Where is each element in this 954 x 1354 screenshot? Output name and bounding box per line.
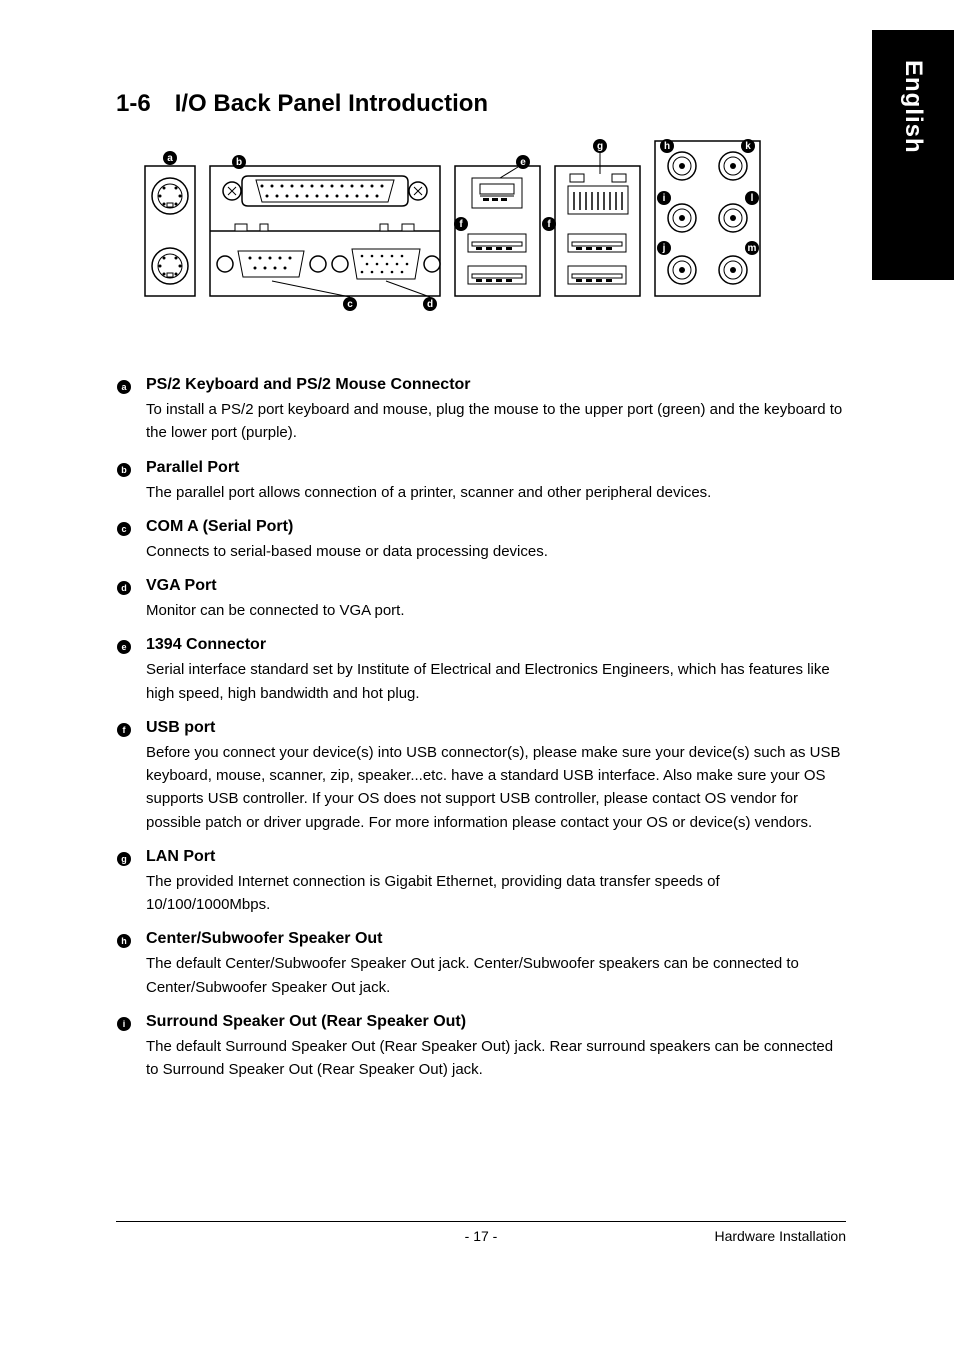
section-item: e 1394 Connector Serial interface standa…: [116, 636, 846, 705]
bullet-icon: h: [116, 933, 132, 949]
svg-text:i: i: [663, 193, 666, 204]
section-desc: The provided Internet connection is Giga…: [146, 870, 846, 917]
svg-text:h: h: [664, 141, 670, 152]
io-panel-diagram: a b c d e f f g h i j k l m: [140, 136, 846, 326]
section-desc: Monitor can be connected to VGA port.: [146, 599, 846, 622]
bullet-icon: i: [116, 1016, 132, 1032]
page-number: - 17 -: [465, 1228, 498, 1244]
section-desc: The parallel port allows connection of a…: [146, 481, 846, 504]
bullet-icon: f: [116, 722, 132, 738]
section-desc: Serial interface standard set by Institu…: [146, 658, 846, 705]
bullet-icon: d: [116, 580, 132, 596]
svg-text:j: j: [662, 243, 666, 254]
svg-text:m: m: [748, 243, 757, 254]
svg-text:k: k: [745, 141, 751, 152]
section-desc: Before you connect your device(s) into U…: [146, 741, 846, 834]
bullet-icon: c: [116, 521, 132, 537]
section-desc: To install a PS/2 port keyboard and mous…: [146, 398, 846, 445]
bullet-icon: a: [116, 379, 132, 395]
section-title: 1394 Connector: [146, 636, 846, 654]
language-side-tab: English: [872, 30, 954, 280]
section-title: LAN Port: [146, 848, 846, 866]
section-title: COM A (Serial Port): [146, 518, 846, 536]
section-title: Center/Subwoofer Speaker Out: [146, 930, 846, 948]
svg-text:i: i: [123, 1019, 126, 1029]
section-title: PS/2 Keyboard and PS/2 Mouse Connector: [146, 376, 846, 394]
section-number: 1-6: [116, 90, 151, 117]
section-item: c COM A (Serial Port) Connects to serial…: [116, 518, 846, 563]
section-item: d VGA Port Monitor can be connected to V…: [116, 577, 846, 622]
section-title: Surround Speaker Out (Rear Speaker Out): [146, 1013, 846, 1031]
svg-text:c: c: [347, 299, 353, 310]
section-item: h Center/Subwoofer Speaker Out The defau…: [116, 930, 846, 999]
svg-text:l: l: [751, 193, 754, 204]
section-title: VGA Port: [146, 577, 846, 595]
section-desc: Connects to serial-based mouse or data p…: [146, 540, 846, 563]
section-item: i Surround Speaker Out (Rear Speaker Out…: [116, 1013, 846, 1082]
svg-text:b: b: [236, 157, 242, 168]
svg-text:b: b: [121, 465, 127, 475]
svg-text:e: e: [121, 642, 126, 652]
page-heading: 1-6 I/O Back Panel Introduction: [116, 90, 846, 118]
section-item: f USB port Before you connect your devic…: [116, 719, 846, 834]
section-desc: The default Surround Speaker Out (Rear S…: [146, 1035, 846, 1082]
side-tab-label: English: [899, 60, 927, 154]
svg-text:d: d: [121, 583, 127, 593]
bullet-icon: e: [116, 639, 132, 655]
page-content: 1-6 I/O Back Panel Introduction: [116, 90, 846, 1095]
footer-section-name: Hardware Installation: [714, 1228, 846, 1244]
bullet-icon: b: [116, 462, 132, 478]
svg-text:g: g: [597, 141, 603, 152]
svg-text:g: g: [121, 854, 127, 864]
section-item: g LAN Port The provided Internet connect…: [116, 848, 846, 917]
svg-text:e: e: [520, 157, 526, 168]
svg-text:d: d: [427, 299, 433, 310]
section-desc: The default Center/Subwoofer Speaker Out…: [146, 952, 846, 999]
page-footer: - 17 - Hardware Installation: [116, 1221, 846, 1244]
section-item: a PS/2 Keyboard and PS/2 Mouse Connector…: [116, 376, 846, 445]
section-title: USB port: [146, 719, 846, 737]
section-title: Parallel Port: [146, 459, 846, 477]
section-item: b Parallel Port The parallel port allows…: [116, 459, 846, 504]
svg-text:a: a: [167, 153, 173, 164]
section-title: I/O Back Panel Introduction: [175, 90, 488, 117]
svg-text:c: c: [121, 524, 126, 534]
section-list: a PS/2 Keyboard and PS/2 Mouse Connector…: [116, 376, 846, 1081]
bullet-icon: g: [116, 851, 132, 867]
svg-text:h: h: [121, 936, 127, 946]
